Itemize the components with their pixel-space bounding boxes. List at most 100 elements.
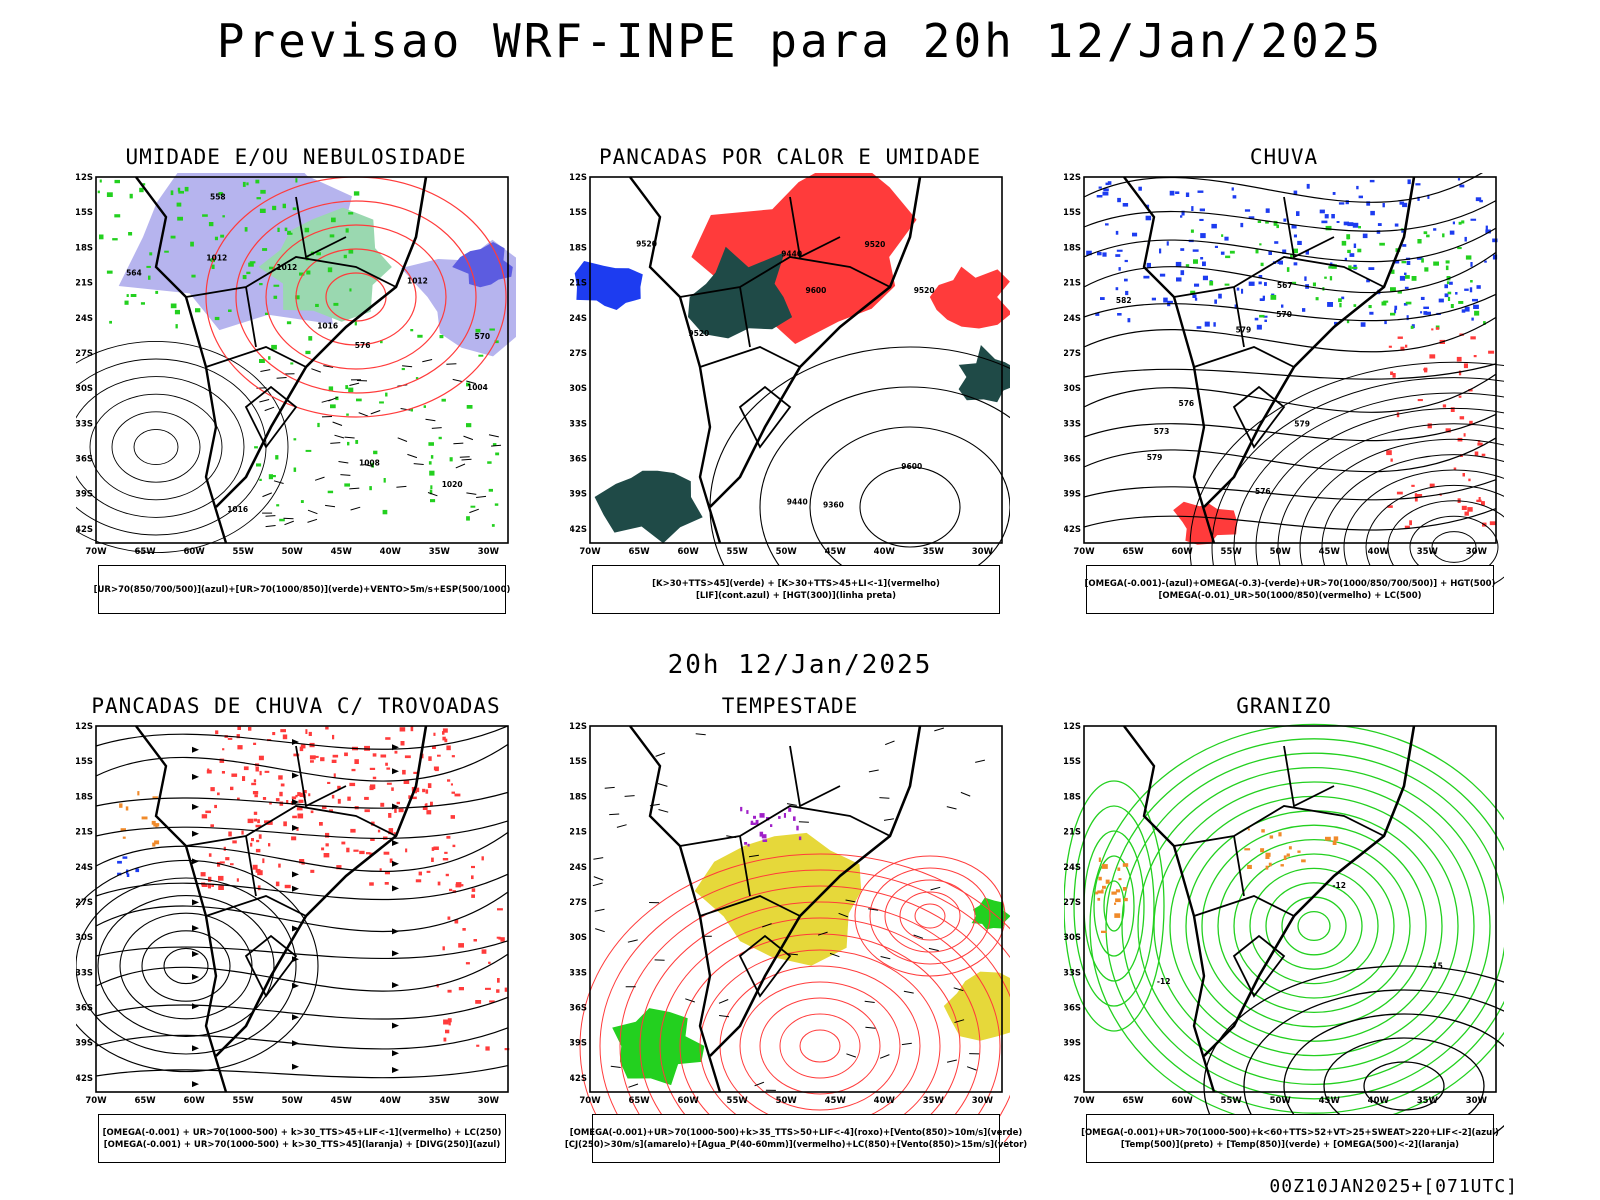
k-tts-area <box>958 345 1010 403</box>
omega-cell <box>1115 254 1121 257</box>
thunderstorm-cell <box>413 771 419 774</box>
lat-tick-label: 12S <box>1064 722 1081 732</box>
omega-cell <box>1262 295 1265 300</box>
thunderstorm-cell <box>425 789 429 794</box>
omega-cell <box>1100 297 1105 300</box>
low-humidity-cell <box>348 212 354 215</box>
thunderstorm-cell <box>415 787 420 793</box>
streamline-loop <box>163 947 209 985</box>
panel-title: CHUVA <box>1249 145 1319 169</box>
omega-strong-cell <box>1276 224 1279 229</box>
rain-cell <box>1474 451 1479 456</box>
lon-tick-label: 50W <box>282 547 304 557</box>
omega-strong-cell <box>1368 305 1372 309</box>
omega-strong-cell <box>1457 247 1462 250</box>
lat-tick-label: 30S <box>1064 933 1081 943</box>
wind-vector <box>595 928 605 933</box>
lon-tick-label: 55W <box>1221 547 1243 557</box>
lon-tick-label: 50W <box>282 1096 304 1106</box>
streamline-arrow <box>292 885 299 892</box>
low-humidity-cell <box>466 516 470 521</box>
thunderstorm-cell <box>337 798 341 804</box>
thunderstorm-cell <box>353 849 359 852</box>
thunderstorm-cell <box>207 883 211 889</box>
thunderstorm-cell <box>447 989 452 993</box>
lat-tick-label: 15S <box>570 757 587 767</box>
lon-tick-label: 55W <box>1221 1096 1243 1106</box>
storm-cell <box>770 824 773 827</box>
wind-vector <box>627 939 638 943</box>
omega-cell <box>1319 209 1325 214</box>
omega500-cell <box>1097 890 1103 894</box>
thunderstorm-cell <box>237 797 240 800</box>
panel-pancadas-calor: PANCADAS POR CALOR E UMIDADE 12S 15S 18S 21… <box>570 145 1010 625</box>
omega-cell <box>1125 290 1129 296</box>
omega-cell <box>1403 303 1408 306</box>
streamline-arrow <box>292 925 299 932</box>
lon-tick-label: 30W <box>1466 547 1488 557</box>
thunderstorm-cell <box>275 881 280 887</box>
lon-tick-label: 45W <box>1319 1096 1341 1106</box>
low-humidity-cell <box>410 408 413 412</box>
thunderstorm-cell <box>297 792 301 797</box>
thunderstorm-cell <box>299 746 304 752</box>
low-humidity-cell <box>293 438 297 441</box>
lat-tick-label: 42S <box>1064 525 1081 535</box>
state-borders <box>1173 745 1385 917</box>
lat-tick-label: 42S <box>570 525 587 535</box>
lon-tick-label: 50W <box>1270 1096 1292 1106</box>
lon-tick-label: 30W <box>972 547 994 557</box>
thunderstorm-cell <box>253 742 257 745</box>
legend-line: [K>30+TTS>45](verde) + [K>30+TTS>45+LI<-… <box>652 578 940 589</box>
contour-label: 570 <box>475 332 491 341</box>
omega-cell <box>1282 249 1287 254</box>
contour-label: 579 <box>1236 325 1252 334</box>
rain-cell <box>1468 389 1473 392</box>
omega-strong-cell <box>1331 264 1337 269</box>
k-tts-li-area <box>929 266 1010 329</box>
panel-title: PANCADAS POR CALOR E UMIDADE <box>598 145 981 169</box>
low-humidity-cell <box>149 252 153 256</box>
lat-tick-label: 33S <box>76 968 93 978</box>
streamline-arrow <box>392 768 399 775</box>
lon-tick-label: 40W <box>1368 1096 1390 1106</box>
thunderstorm-cell <box>447 1018 452 1023</box>
low-humidity-cell <box>242 275 247 280</box>
omega-cell <box>1263 315 1268 318</box>
omega-cell <box>1416 256 1423 260</box>
streamline-arrow <box>392 950 399 957</box>
lon-tick-label: 70W <box>579 547 601 557</box>
omega-cell <box>1464 288 1469 291</box>
lat-tick-label: 18S <box>1064 792 1081 802</box>
omega-strong-cell <box>1190 229 1194 233</box>
thunderstorm-cell <box>320 757 325 762</box>
omega500-cell <box>1105 879 1110 884</box>
map-trovoadas: 12S 15S 18S 21S 24S 27S 30S 33S 36S 39S 42S 70W 65W 6… <box>76 722 510 1106</box>
thunderstorm-cell <box>280 783 285 787</box>
rain-cell <box>1411 484 1415 487</box>
low-humidity-cell <box>344 483 350 487</box>
omega500-cell <box>1265 865 1269 870</box>
lat-tick-label: 42S <box>570 1074 587 1084</box>
map-frame <box>95 725 509 1093</box>
thickness-contour <box>235 200 477 394</box>
omega-cell <box>1394 305 1398 310</box>
low-humidity-cell <box>489 328 495 331</box>
omega-strong-cell <box>1379 242 1385 246</box>
wind-vector <box>960 791 971 797</box>
omega-cell <box>1167 302 1171 307</box>
thunderstorm-cell <box>219 861 225 864</box>
omega500-cell <box>1098 857 1101 862</box>
wind-vector <box>370 410 381 415</box>
low-humidity-cell <box>345 228 349 233</box>
lon-tick-label: 60W <box>677 547 699 557</box>
thunderstorm-cell <box>207 768 210 773</box>
low-humidity-cell <box>430 455 434 459</box>
omega-cell <box>1479 199 1483 203</box>
thunderstorm-cell <box>485 987 491 990</box>
legend-line: [OMEGA(-0.01)_UR>50(1000/850)(vermelho) … <box>1158 590 1422 601</box>
andes-border <box>1123 176 1216 544</box>
precipitable-water-contour <box>869 867 991 965</box>
wind-vector <box>491 444 502 447</box>
wind-vector <box>463 435 474 441</box>
